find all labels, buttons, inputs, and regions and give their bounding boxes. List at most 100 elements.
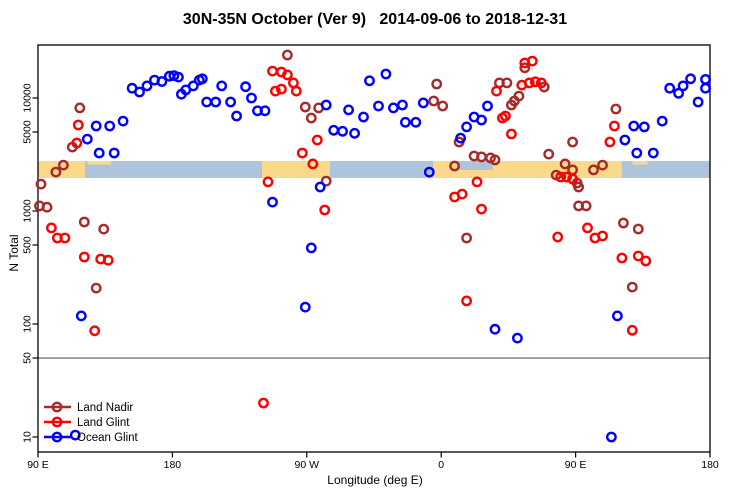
map-band-island xyxy=(632,160,648,165)
data-point-land-glint xyxy=(319,204,331,216)
data-point-land-nadir xyxy=(449,160,460,172)
x-tick-label: 0 xyxy=(438,459,444,471)
data-point-land-nadir xyxy=(597,159,608,171)
data-point-ocean-glint xyxy=(81,133,93,145)
data-point-ocean-glint xyxy=(638,121,650,133)
data-point-land-glint xyxy=(471,176,483,188)
data-point-ocean-glint xyxy=(240,81,252,93)
data-point-ocean-glint xyxy=(210,96,222,108)
data-point-land-glint xyxy=(71,137,83,149)
data-point-ocean-glint xyxy=(700,82,711,94)
data-point-land-nadir xyxy=(41,201,53,213)
data-point-land-nadir xyxy=(626,281,638,293)
data-point-land-nadir xyxy=(567,136,578,148)
data-point-land-nadir xyxy=(618,217,629,229)
data-point-ocean-glint xyxy=(677,80,689,92)
data-point-ocean-glint xyxy=(358,111,369,123)
data-point-land-nadir xyxy=(489,154,501,166)
data-point-ocean-glint xyxy=(364,75,375,87)
data-point-land-glint xyxy=(626,324,638,336)
data-point-land-glint xyxy=(604,136,616,148)
data-point-land-nadir xyxy=(58,159,69,171)
data-point-land-glint xyxy=(78,251,90,263)
legend-label-land-nadir: Land Nadir xyxy=(77,402,133,414)
data-point-land-nadir xyxy=(437,100,449,112)
data-point-ocean-glint xyxy=(134,86,145,98)
data-point-ocean-glint xyxy=(187,80,199,92)
data-point-land-glint xyxy=(275,83,287,95)
data-point-land-nadir xyxy=(74,102,86,114)
x-tick-label: 180 xyxy=(701,459,719,471)
legend-marker-ocean-glint xyxy=(51,431,63,443)
data-point-land-glint xyxy=(281,69,293,81)
data-point-ocean-glint xyxy=(267,196,278,208)
data-point-ocean-glint xyxy=(512,332,523,344)
y-tick-label: 50 xyxy=(22,352,34,364)
data-point-ocean-glint xyxy=(69,429,81,441)
data-point-land-nadir xyxy=(428,95,440,107)
data-point-land-glint xyxy=(529,76,541,88)
data-point-ocean-glint xyxy=(387,102,399,114)
data-point-land-nadir xyxy=(78,216,90,228)
data-point-ocean-glint xyxy=(216,80,228,92)
y-tick-label: 1000 xyxy=(22,199,34,223)
data-point-ocean-glint xyxy=(196,73,208,85)
data-point-ocean-glint xyxy=(606,431,617,443)
data-point-ocean-glint xyxy=(305,242,317,254)
data-point-land-glint xyxy=(72,119,84,131)
x-tick-label: 90 E xyxy=(565,459,587,471)
data-point-ocean-glint xyxy=(156,76,168,87)
data-point-land-glint xyxy=(582,222,593,234)
data-point-ocean-glint xyxy=(90,120,102,132)
data-point-ocean-glint xyxy=(231,110,243,122)
data-point-ocean-glint xyxy=(93,147,105,159)
data-point-land-nadir xyxy=(50,166,62,178)
data-point-land-glint xyxy=(526,55,538,67)
data-point-ocean-glint xyxy=(396,99,408,111)
data-point-land-glint xyxy=(59,232,71,244)
data-point-ocean-glint xyxy=(75,310,87,322)
data-point-land-glint xyxy=(456,188,468,200)
chart-title: 30N-35N October (Ver 9) 2014-09-06 to 20… xyxy=(182,11,568,28)
data-point-land-glint xyxy=(616,252,628,264)
legend-marker-land-glint xyxy=(51,416,63,428)
data-point-ocean-glint xyxy=(647,147,659,159)
data-point-ocean-glint xyxy=(692,96,704,108)
data-point-land-nadir xyxy=(588,164,599,176)
data-point-land-glint xyxy=(535,77,547,89)
data-point-land-glint xyxy=(632,250,644,262)
data-point-ocean-glint xyxy=(628,120,640,132)
data-point-land-nadir xyxy=(580,200,592,212)
legend-marker-land-nadir xyxy=(51,401,63,413)
data-point-land-glint xyxy=(258,397,269,409)
data-point-land-glint xyxy=(290,85,302,97)
data-point-ocean-glint xyxy=(299,301,311,313)
data-point-land-glint xyxy=(269,85,281,97)
data-point-ocean-glint xyxy=(685,73,696,85)
data-point-ocean-glint xyxy=(117,115,129,127)
data-point-land-nadir xyxy=(519,62,531,74)
data-point-ocean-glint xyxy=(461,121,472,133)
x-tick-label: 90 W xyxy=(295,459,320,471)
data-point-land-glint xyxy=(102,254,114,266)
data-point-land-glint xyxy=(491,85,502,97)
data-point-land-glint xyxy=(496,112,508,124)
data-point-ocean-glint xyxy=(104,120,116,132)
data-point-ocean-glint xyxy=(141,80,153,92)
data-point-ocean-glint xyxy=(246,92,257,104)
y-axis-title: N Total xyxy=(7,234,21,272)
data-point-land-nadir xyxy=(505,99,517,111)
data-point-ocean-glint xyxy=(410,116,422,128)
legend-label-ocean-glint: Ocean Glint xyxy=(77,432,139,444)
data-point-ocean-glint xyxy=(343,104,354,116)
data-point-ocean-glint xyxy=(225,96,237,108)
data-point-ocean-glint xyxy=(373,100,384,112)
data-point-land-glint xyxy=(307,158,319,170)
data-point-land-nadir xyxy=(543,148,555,160)
y-tick-label: 10000 xyxy=(22,83,34,112)
data-point-land-nadir xyxy=(98,223,110,235)
data-point-ocean-glint xyxy=(399,116,411,128)
x-tick-label: 180 xyxy=(164,459,182,471)
